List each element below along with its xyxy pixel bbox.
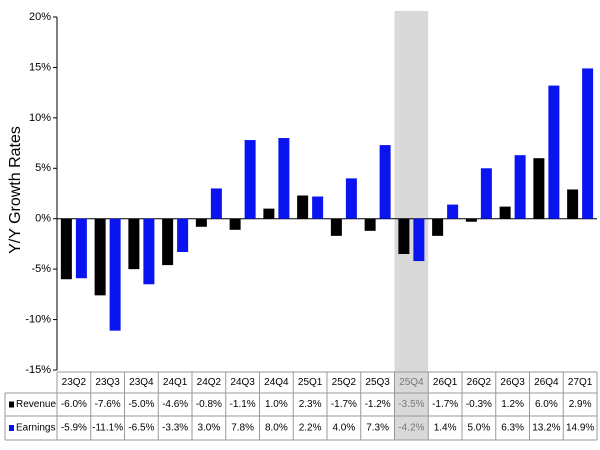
value-label: 8.0% bbox=[265, 423, 288, 434]
value-label: -1.2% bbox=[365, 399, 391, 410]
bar bbox=[109, 218, 121, 331]
bar bbox=[447, 204, 459, 219]
x-tick-label: 25Q4 bbox=[399, 377, 424, 388]
bar bbox=[480, 168, 492, 219]
y-tick-label: -5% bbox=[31, 263, 51, 275]
value-label: -4.6% bbox=[162, 399, 188, 410]
y-axis-title: Y/Y Growth Rates bbox=[7, 126, 24, 254]
value-label: -11.1% bbox=[92, 423, 123, 434]
bar bbox=[297, 195, 309, 219]
legend-label: Earnings bbox=[16, 423, 55, 434]
bar bbox=[413, 218, 425, 262]
value-label: -4.2% bbox=[398, 423, 424, 434]
y-tick-label: 5% bbox=[35, 162, 51, 174]
bar bbox=[533, 158, 545, 219]
legend-swatch bbox=[9, 425, 14, 431]
value-label: -6.5% bbox=[128, 423, 154, 434]
x-tick-label: 25Q1 bbox=[298, 377, 323, 388]
value-label: 2.3% bbox=[299, 399, 322, 410]
bar bbox=[60, 218, 72, 280]
bar bbox=[312, 196, 324, 219]
bar bbox=[499, 206, 511, 219]
value-label: -6.0% bbox=[61, 399, 87, 410]
y-tick-label: 0% bbox=[35, 213, 51, 225]
value-label: 6.3% bbox=[501, 423, 524, 434]
value-label: -5.0% bbox=[128, 399, 154, 410]
bar bbox=[364, 218, 376, 231]
value-label: 2.2% bbox=[299, 423, 322, 434]
bar bbox=[128, 218, 140, 270]
bar bbox=[465, 218, 477, 222]
bar bbox=[263, 208, 275, 219]
bar bbox=[162, 218, 174, 266]
y-tick-label: 15% bbox=[29, 61, 51, 73]
value-label: 4.0% bbox=[332, 423, 355, 434]
bar bbox=[210, 188, 222, 219]
x-tick-label: 24Q2 bbox=[197, 377, 222, 388]
value-label: 7.3% bbox=[366, 423, 389, 434]
value-label: 14.9% bbox=[566, 423, 594, 434]
bar bbox=[143, 218, 155, 285]
value-label: 1.0% bbox=[265, 399, 288, 410]
bar bbox=[244, 140, 256, 219]
value-label: -0.8% bbox=[196, 399, 222, 410]
value-label: -1.7% bbox=[331, 399, 357, 410]
y-tick-label: -15% bbox=[25, 364, 51, 376]
bar bbox=[432, 218, 444, 236]
bar bbox=[94, 218, 106, 296]
bar bbox=[514, 155, 526, 219]
bar bbox=[398, 218, 410, 255]
x-tick-label: 27Q1 bbox=[568, 377, 593, 388]
bar bbox=[582, 68, 594, 219]
value-label: 7.8% bbox=[231, 423, 254, 434]
bar bbox=[278, 138, 290, 219]
value-label: 1.2% bbox=[501, 399, 524, 410]
y-tick-label: 10% bbox=[29, 112, 51, 124]
bar bbox=[379, 145, 391, 219]
bar bbox=[195, 218, 207, 227]
value-label: -3.3% bbox=[162, 423, 188, 434]
x-tick-label: 25Q3 bbox=[365, 377, 390, 388]
y-tick-label: 20% bbox=[29, 11, 51, 23]
bar bbox=[177, 218, 189, 252]
value-label: 6.0% bbox=[535, 399, 558, 410]
x-tick-label: 23Q3 bbox=[95, 377, 120, 388]
x-tick-label: 26Q2 bbox=[467, 377, 492, 388]
legend-swatch bbox=[9, 401, 14, 408]
value-label: 5.0% bbox=[467, 423, 490, 434]
value-label: 1.4% bbox=[434, 423, 457, 434]
value-label: -1.1% bbox=[230, 399, 256, 410]
x-tick-label: 26Q4 bbox=[534, 377, 559, 388]
x-tick-label: 24Q3 bbox=[230, 377, 255, 388]
value-label: 2.9% bbox=[569, 399, 592, 410]
value-label: -7.6% bbox=[95, 399, 121, 410]
x-tick-label: 25Q2 bbox=[332, 377, 357, 388]
value-label: 3.0% bbox=[197, 423, 220, 434]
x-tick-label: 26Q1 bbox=[433, 377, 458, 388]
value-label: 13.2% bbox=[532, 423, 560, 434]
bar bbox=[567, 189, 579, 219]
y-tick-label: -10% bbox=[25, 313, 51, 325]
bar bbox=[75, 218, 87, 279]
bar bbox=[229, 218, 241, 230]
x-tick-label: 23Q4 bbox=[129, 377, 154, 388]
x-tick-label: 24Q4 bbox=[264, 377, 289, 388]
bar bbox=[330, 218, 342, 236]
value-label: -3.5% bbox=[398, 399, 424, 410]
x-tick-label: 26Q3 bbox=[500, 377, 525, 388]
value-label: -0.3% bbox=[466, 399, 492, 410]
value-label: -1.7% bbox=[432, 399, 458, 410]
legend-label: Revenue bbox=[16, 399, 56, 410]
x-tick-label: 23Q2 bbox=[62, 377, 87, 388]
value-label: -5.9% bbox=[61, 423, 87, 434]
bar bbox=[548, 85, 560, 219]
bar bbox=[345, 178, 357, 219]
x-tick-label: 24Q1 bbox=[163, 377, 188, 388]
